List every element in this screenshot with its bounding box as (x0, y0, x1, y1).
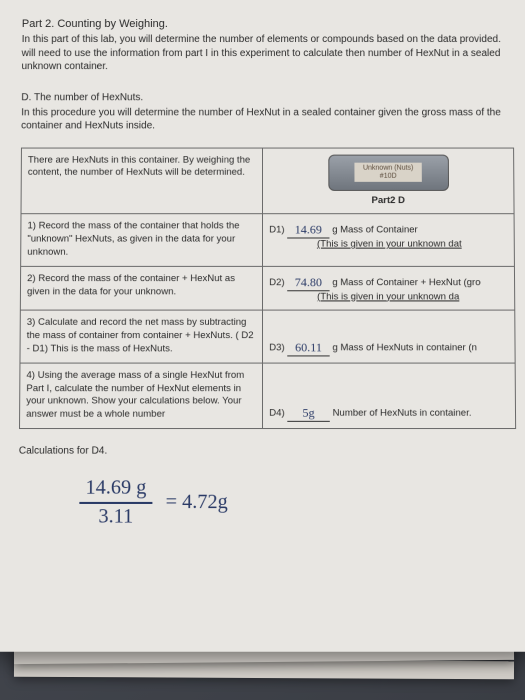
d1-value: 14.69 (295, 223, 322, 237)
row3-left: 3) Calculate and record the net mass by … (20, 310, 263, 362)
row0-left: There are HexNuts in this container. By … (21, 148, 263, 214)
row2-left: 2) Record the mass of the container + He… (20, 266, 262, 310)
row3-right: D3) 60.11 g Mass of HexNuts in container… (263, 310, 516, 362)
row2-right: D2) 74.80 g Mass of Container + HexNut (… (263, 266, 515, 310)
d2-value: 74.80 (295, 275, 322, 289)
d3-value: 60.11 (295, 340, 322, 354)
section-d-body: In this procedure you will determine the… (21, 106, 514, 133)
worksheet-paper: Part 2. Counting by Weighing. In this pa… (0, 0, 525, 652)
row1-right: D1) 14.69 g Mass of Container (This is g… (263, 214, 515, 266)
d4-value: 5g (303, 406, 315, 420)
section-d-heading: D. The number of HexNuts. (21, 92, 513, 103)
part-title: Part 2. Counting by Weighing. (22, 18, 513, 30)
vial-label: Unknown (Nuts)#10D (355, 162, 422, 182)
vial-icon: Unknown (Nuts)#10D (328, 154, 449, 190)
row0-right: Unknown (Nuts)#10D Part2 D (263, 148, 514, 214)
row4-left: 4) Using the average mass of a single He… (20, 363, 263, 429)
row4-right: D4) 5g Number of HexNuts in container. (263, 363, 516, 429)
row1-left: 1) Record the mass of the container that… (21, 214, 263, 266)
calc-heading: Calculations for D4. (19, 445, 517, 456)
data-table: There are HexNuts in this container. By … (19, 147, 516, 429)
intro-paragraph: In this part of this lab, you will deter… (21, 33, 513, 74)
calc-handwriting: 14.69 g 3.11 = 4.72g (79, 475, 517, 528)
